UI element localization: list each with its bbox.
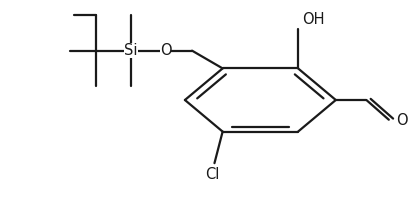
Text: O: O xyxy=(396,113,408,128)
Text: O: O xyxy=(160,43,171,58)
Text: Cl: Cl xyxy=(205,167,220,182)
Text: OH: OH xyxy=(302,12,325,27)
Text: Si: Si xyxy=(124,43,138,58)
